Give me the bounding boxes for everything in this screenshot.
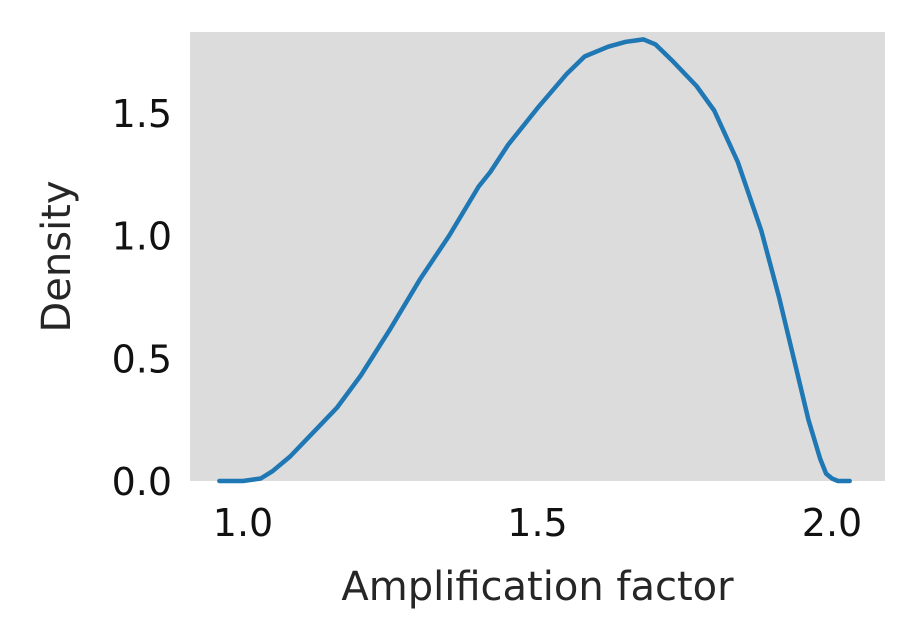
series-layer	[217, 37, 852, 484]
x-tick-label: 1.0	[213, 501, 273, 545]
plot-area	[190, 32, 885, 481]
y-tick-label: 0.5	[112, 337, 172, 381]
y-tick-label: 1.5	[112, 92, 172, 136]
y-tick-label: 1.0	[112, 215, 172, 259]
x-tick-label: 1.5	[507, 501, 567, 545]
x-axis-ticks: 1.0 1.5 2.0	[213, 501, 862, 545]
y-axis-label: Density	[34, 180, 80, 332]
density-curve	[217, 37, 852, 484]
y-axis-ticks: 0.0 0.5 1.0 1.5	[112, 92, 172, 504]
x-tick-label: 2.0	[802, 501, 862, 545]
y-tick-label: 0.0	[112, 460, 172, 504]
x-axis-label: Amplification factor	[341, 564, 734, 610]
